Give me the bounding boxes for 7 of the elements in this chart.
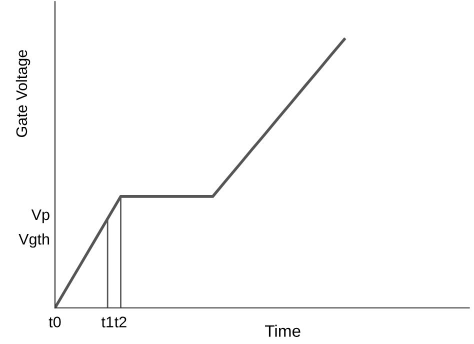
x-tick-label: t1 xyxy=(101,316,114,328)
text: Vp xyxy=(31,209,50,224)
y-axis-title: Gate Voltage xyxy=(16,50,30,137)
x-tick-label: t2 xyxy=(114,316,126,328)
text: Vgth xyxy=(18,233,50,248)
x-tick-label: t0 xyxy=(48,316,61,328)
x-axis-title: Time xyxy=(265,324,300,337)
